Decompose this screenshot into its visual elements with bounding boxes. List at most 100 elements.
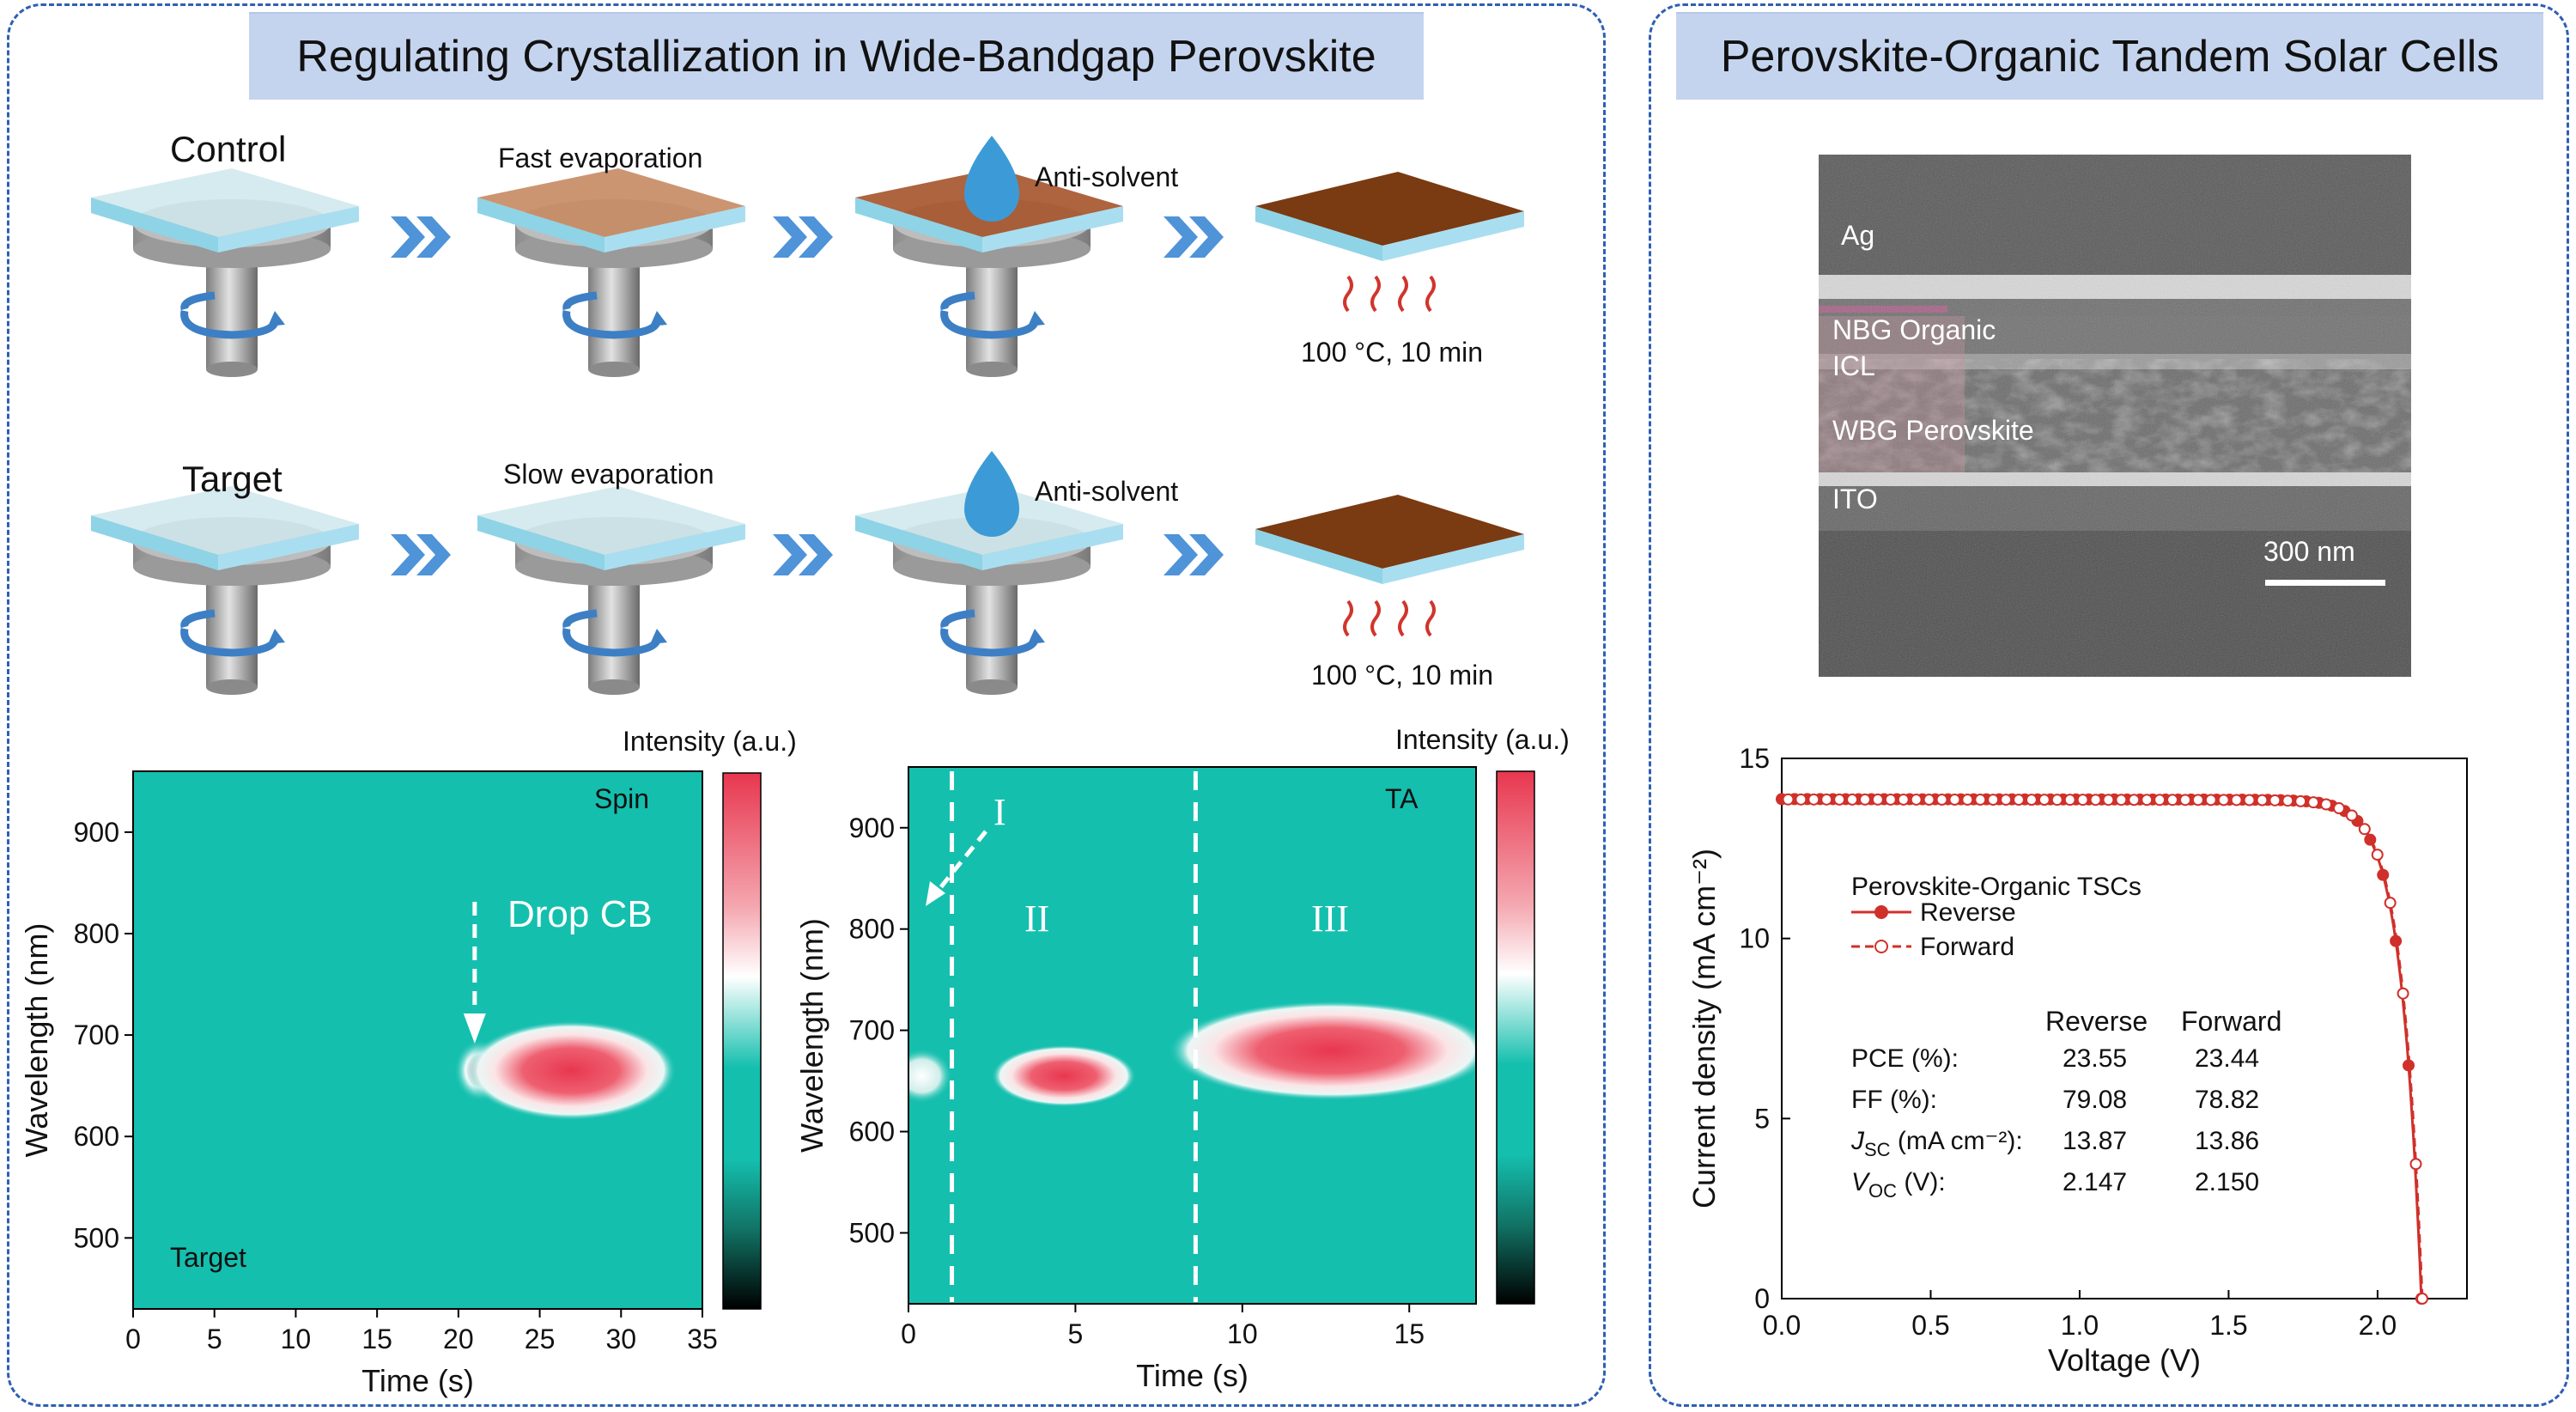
series-point-forward bbox=[1987, 794, 2000, 806]
region-label-2: II bbox=[1024, 898, 1050, 940]
left-panel bbox=[7, 3, 1606, 1407]
table-value: 23.44 bbox=[2195, 1044, 2259, 1073]
x-tick-label: 20 bbox=[443, 1324, 474, 1354]
series-point-forward bbox=[1858, 793, 1871, 806]
y-axis-label: Wavelength (nm) bbox=[794, 918, 829, 1153]
y-tick-label: 15 bbox=[1739, 743, 1770, 774]
y-tick-label: 700 bbox=[849, 1015, 895, 1046]
series-point-forward bbox=[1948, 794, 1961, 806]
sem-layer-nbg-organic: NBG Organic bbox=[1832, 314, 1996, 345]
colorbar bbox=[722, 772, 762, 1310]
sem-scale-bar-label: 300 nm bbox=[2263, 536, 2355, 567]
x-tick-label: 2.0 bbox=[2359, 1310, 2397, 1341]
target-label: Target bbox=[182, 459, 283, 499]
x-tick-label: 15 bbox=[1394, 1318, 1425, 1349]
fast-evaporation-label: Fast evaporation bbox=[498, 143, 703, 173]
series-point-forward bbox=[2102, 794, 2115, 806]
x-tick-label: 15 bbox=[361, 1324, 392, 1354]
series-point-forward bbox=[1820, 793, 1833, 806]
heatmap-spin: 0 5 10 15 20 25 30 35 500 600 700 800 900 Time (s) Wav… bbox=[19, 770, 762, 1398]
series-point-forward bbox=[2154, 794, 2166, 806]
series-point-forward bbox=[2230, 794, 2243, 806]
series-point-forward bbox=[2204, 794, 2217, 806]
slow-evaporation-label: Slow evaporation bbox=[503, 459, 714, 490]
heatmap-feature-1 bbox=[908, 1048, 953, 1104]
series-point-forward bbox=[2050, 794, 2063, 806]
y-tick-label: 10 bbox=[1739, 923, 1770, 954]
series-point-forward bbox=[2409, 1158, 2422, 1171]
y-tick-label: 0 bbox=[1754, 1283, 1770, 1314]
series-point-forward bbox=[2345, 809, 2358, 822]
anti-solvent-label-1: Anti-solvent bbox=[1035, 161, 1179, 192]
series-point-forward bbox=[2141, 794, 2154, 806]
x-tick-label: 0 bbox=[125, 1324, 141, 1354]
sample-label-target: Target bbox=[170, 1242, 246, 1273]
y-tick-label: 800 bbox=[849, 914, 895, 945]
drop-cb-annotation: Drop CB bbox=[507, 893, 653, 935]
x-tick-label: 0.5 bbox=[1911, 1310, 1949, 1341]
y-tick-label: 500 bbox=[74, 1222, 119, 1253]
series-point-forward bbox=[2358, 823, 2371, 836]
x-tick-label: 5 bbox=[1068, 1318, 1084, 1349]
plot-frame bbox=[132, 770, 703, 1310]
series-point-forward bbox=[1961, 794, 1974, 806]
table-row-label: VOC (V): bbox=[1851, 1168, 1946, 1202]
series-point-forward bbox=[2191, 794, 2204, 806]
series-point-forward bbox=[2384, 897, 2397, 910]
region-label-3: III bbox=[1311, 898, 1349, 940]
series-point-forward bbox=[2038, 794, 2050, 806]
control-label: Control bbox=[170, 129, 287, 169]
series-point-forward bbox=[2063, 794, 2076, 806]
series-point-forward bbox=[2397, 987, 2409, 1000]
y-tick-label: 600 bbox=[74, 1121, 119, 1152]
series-point-forward bbox=[2256, 794, 2269, 806]
series-point-forward bbox=[2332, 802, 2345, 815]
sem-cross-section-image bbox=[1819, 155, 2411, 677]
colorbar-label-2: Intensity (a.u.) bbox=[1395, 724, 1570, 755]
x-axis-label: Time (s) bbox=[1136, 1358, 1249, 1393]
x-tick-label: 30 bbox=[605, 1324, 636, 1354]
jv-curve-chart: 0.0 0.5 1.0 1.5 2.0 0 5 10 15 Voltage (V) Current … bbox=[1686, 743, 2468, 1378]
series-point-forward bbox=[2089, 794, 2102, 806]
region-label-1: I bbox=[993, 791, 1006, 833]
series-point-forward bbox=[2178, 794, 2191, 806]
legend-marker-reverse bbox=[1874, 905, 1888, 919]
series-point-forward bbox=[1974, 794, 1987, 806]
x-tick-label: 1.0 bbox=[2061, 1310, 2099, 1341]
region-i-arrow bbox=[934, 830, 987, 895]
series-point-forward bbox=[2115, 794, 2128, 806]
table-value: 79.08 bbox=[2063, 1086, 2127, 1114]
y-tick-label: 5 bbox=[1754, 1103, 1770, 1134]
table-value: 2.147 bbox=[2063, 1168, 2127, 1196]
drop-arrow-head bbox=[463, 1013, 486, 1044]
series-point-forward bbox=[1846, 793, 1859, 806]
table-row-label: JSC (mA cm⁻²): bbox=[1850, 1127, 2023, 1160]
table-value: 78.82 bbox=[2195, 1086, 2259, 1114]
corner-label-ta: TA bbox=[1385, 783, 1419, 814]
series-point-forward bbox=[2281, 794, 2294, 807]
plot-frame bbox=[1781, 758, 2468, 1299]
legend-marker-forward bbox=[1874, 940, 1888, 953]
y-tick-label: 700 bbox=[74, 1019, 119, 1050]
series-point-forward bbox=[2243, 794, 2256, 806]
legend-title: Perovskite-Organic TSCs bbox=[1851, 873, 2142, 901]
series-point-forward bbox=[1795, 793, 1807, 806]
anneal-label-1: 100 °C, 10 min bbox=[1301, 337, 1484, 368]
series-point-forward bbox=[2217, 794, 2230, 806]
series-point-forward bbox=[2294, 794, 2307, 807]
sem-layer-ag: Ag bbox=[1841, 220, 1875, 251]
x-tick-label: 1.5 bbox=[2209, 1310, 2247, 1341]
series-point-forward bbox=[1897, 793, 1910, 806]
y-tick-label: 600 bbox=[849, 1117, 895, 1147]
table-value: 13.87 bbox=[2063, 1127, 2127, 1155]
series-point-forward bbox=[1910, 793, 1923, 806]
right-panel bbox=[1649, 3, 2569, 1407]
table-value: 13.86 bbox=[2195, 1127, 2259, 1155]
series-point-forward bbox=[1807, 793, 1820, 806]
right-panel-title: Perovskite-Organic Tandem Solar Cells bbox=[1676, 12, 2543, 100]
anti-solvent-label-2: Anti-solvent bbox=[1035, 476, 1179, 507]
x-tick-label: 5 bbox=[207, 1324, 222, 1354]
x-tick-label: 35 bbox=[687, 1324, 718, 1354]
table-row-label: PCE (%): bbox=[1851, 1044, 1959, 1073]
series-point-forward bbox=[2307, 796, 2320, 809]
